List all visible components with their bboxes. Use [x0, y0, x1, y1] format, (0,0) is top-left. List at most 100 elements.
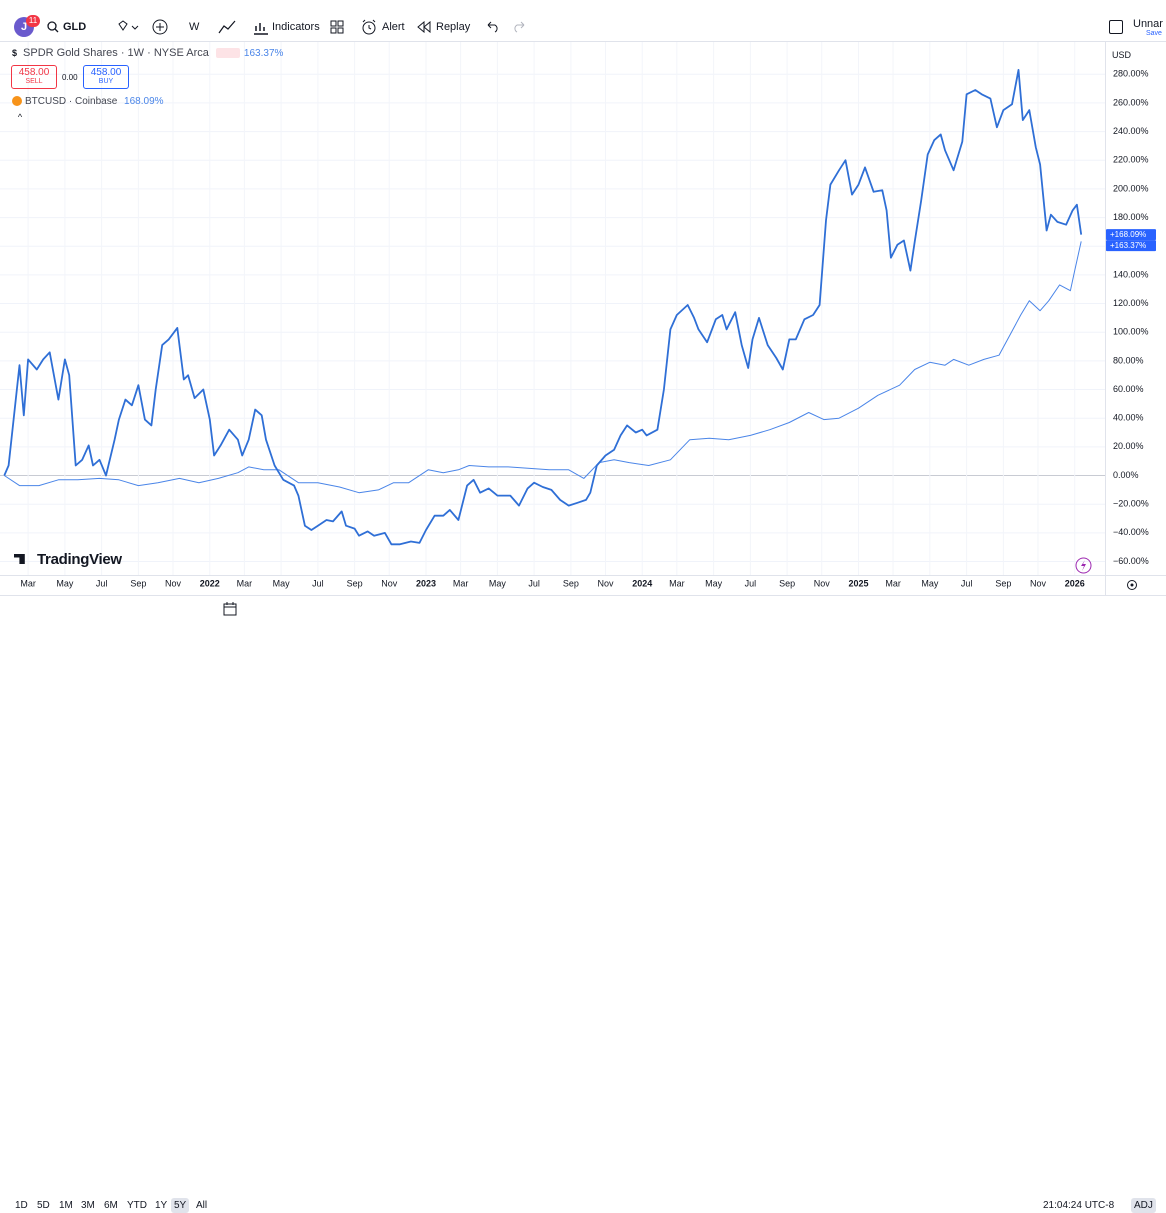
legend-toggle[interactable]: [215, 48, 240, 59]
x-tick-label: May: [273, 578, 291, 588]
buy-price: 458.00: [90, 67, 122, 78]
bolt-icon[interactable]: [1075, 557, 1092, 574]
symbol[interactable]: GLD: [63, 21, 87, 33]
chart: 280.00% 260.00% 240.00% 220.00% 200.00% 180.0…: [0, 42, 1166, 595]
series-value: 163.37%: [243, 48, 284, 59]
range-button-active[interactable]: 5Y: [171, 1198, 190, 1213]
y-tick-label: −40.00%: [1113, 527, 1149, 537]
y-tick-label: −20.00%: [1113, 499, 1149, 509]
x-tick-label: Jul: [312, 578, 324, 588]
price-line: [4, 241, 1082, 494]
buy-box[interactable]: 458.00 BUY: [83, 65, 129, 89]
x-tick-label: Nov: [165, 578, 182, 588]
y-tick-label: 20.00%: [1113, 441, 1144, 451]
y-tick-label: 100.00%: [1113, 327, 1149, 337]
y-tick-label: −60.00%: [1113, 556, 1149, 566]
toolbar: J 11 GLD W Indicators Alert Replay Unnar…: [0, 0, 1166, 42]
undo-redo[interactable]: [486, 20, 526, 34]
x-tick-label: Nov: [814, 578, 831, 588]
x-tick-label: Sep: [347, 578, 363, 588]
x-tick-label: Nov: [381, 578, 398, 588]
diamond-icon[interactable]: [117, 20, 141, 34]
replay-button[interactable]: Replay: [436, 21, 471, 33]
range-button[interactable]: 1D: [15, 1200, 28, 1211]
btc-icon: [12, 96, 22, 107]
price-tag: [1106, 240, 1156, 252]
spread: 0.00: [62, 73, 78, 82]
settings-icon[interactable]: [1126, 579, 1138, 591]
templates-icon[interactable]: [330, 20, 344, 34]
range-button[interactable]: 1M: [59, 1200, 73, 1211]
currency[interactable]: USD: [1112, 50, 1132, 60]
price-tag-label: +163.37%: [1110, 241, 1146, 250]
y-tick-label: 140.00%: [1113, 269, 1149, 279]
range-button[interactable]: 1Y: [155, 1200, 168, 1211]
x-tick-label: Jul: [528, 578, 540, 588]
x-tick-label: 2026: [1065, 578, 1085, 588]
x-tick-label: 2022: [200, 578, 220, 588]
price-line: [3, 69, 1083, 546]
badge: 11: [26, 15, 40, 27]
x-tick-label: May: [705, 578, 723, 588]
sell-box[interactable]: 458.00 SELL: [11, 65, 57, 89]
x-tick-label: Sep: [779, 578, 795, 588]
replay-icon[interactable]: [417, 21, 431, 33]
x-tick-label: Jul: [745, 578, 757, 588]
y-tick-label: 60.00%: [1113, 384, 1144, 394]
y-tick-label: 200.00%: [1113, 183, 1149, 193]
interval[interactable]: W: [189, 21, 200, 33]
watermark: TradingView: [14, 551, 122, 568]
adj-button[interactable]: ADJ: [1131, 1198, 1156, 1213]
range-button[interactable]: YTD: [127, 1200, 147, 1211]
alert-button[interactable]: Alert: [382, 21, 405, 33]
add-icon[interactable]: [152, 19, 168, 35]
search-icon: [47, 21, 59, 33]
compare-name: BTCUSD · Coinbase: [25, 96, 118, 107]
bottom-bar: 1D 5D 1M 3M 6M YTD 1Y 5Y All 21:04:24 UT…: [0, 595, 1166, 1213]
legend: $ SPDR Gold Shares · 1W · NYSE Arca 163.3…: [12, 47, 283, 59]
x-tick-label: Sep: [563, 578, 579, 588]
chart-type-icon[interactable]: [218, 19, 236, 35]
price-tag: [1106, 229, 1156, 241]
x-tick-label: Sep: [130, 578, 146, 588]
x-tick-label: Mar: [237, 578, 253, 588]
x-tick-label: May: [56, 578, 74, 588]
layout-name[interactable]: Unnar: [1133, 18, 1163, 30]
x-tick-label: Nov: [597, 578, 614, 588]
y-tick-label: 80.00%: [1113, 355, 1144, 365]
collapse-legend[interactable]: ^: [17, 112, 23, 122]
range-button[interactable]: 3M: [81, 1200, 95, 1211]
y-tick-label: 240.00%: [1113, 126, 1149, 136]
save-status: Save: [1146, 30, 1162, 37]
alert-icon[interactable]: [361, 19, 377, 35]
x-tick-label: Mar: [885, 578, 901, 588]
watermark-text: TradingView: [37, 551, 122, 568]
x-tick-label: Mar: [669, 578, 685, 588]
indicators-icon[interactable]: [253, 19, 269, 35]
y-tick-label: 40.00%: [1113, 413, 1144, 423]
range-button[interactable]: All: [196, 1200, 208, 1211]
sell-price: 458.00: [18, 67, 50, 78]
x-tick-label: Sep: [995, 578, 1011, 588]
indicators-button[interactable]: Indicators: [272, 21, 320, 33]
x-tick-label: Jul: [96, 578, 108, 588]
x-tick-label: Mar: [453, 578, 469, 588]
range-button[interactable]: 5D: [37, 1200, 50, 1211]
range-button[interactable]: 6M: [104, 1200, 118, 1211]
buy-label: BUY: [98, 78, 114, 85]
y-tick-label: 0.00%: [1113, 470, 1139, 480]
exchange-icon: $: [12, 48, 18, 58]
x-tick-label: Mar: [20, 578, 36, 588]
layout-checkbox[interactable]: [1109, 20, 1123, 34]
x-tick-label: Nov: [1030, 578, 1047, 588]
x-tick-label: May: [489, 578, 507, 588]
y-tick-label: 260.00%: [1113, 97, 1149, 107]
sell-label: SELL: [25, 78, 43, 85]
goto-date-icon[interactable]: [223, 602, 237, 616]
x-tick-label: Jul: [961, 578, 973, 588]
price-tag-label: +168.09%: [1110, 230, 1146, 239]
y-tick-label: 180.00%: [1113, 212, 1149, 222]
x-tick-label: May: [921, 578, 939, 588]
y-tick-label: 220.00%: [1113, 155, 1149, 165]
